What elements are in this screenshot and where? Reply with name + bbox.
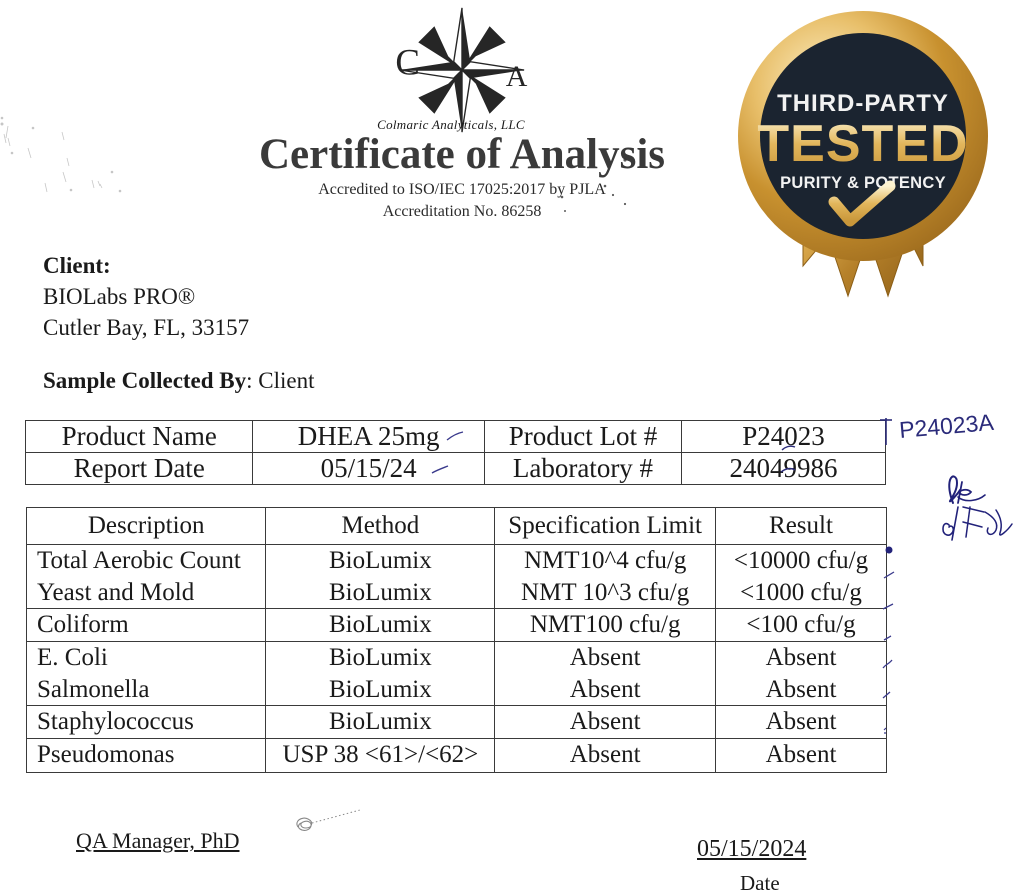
- svg-text:P24023A: P24023A: [898, 409, 995, 443]
